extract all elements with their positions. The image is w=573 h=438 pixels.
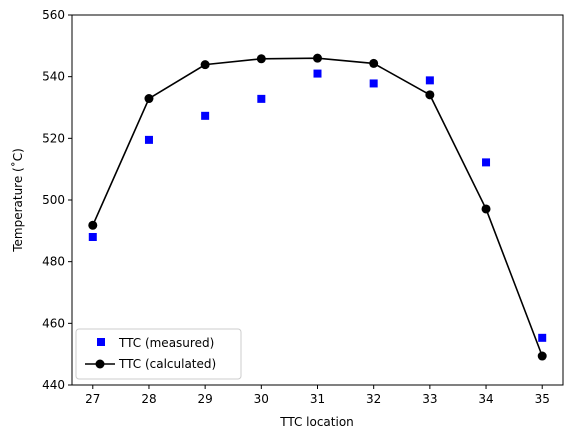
legend-marker-measured: [97, 338, 105, 346]
y-tick-label: 440: [42, 378, 65, 392]
data-point-calculated: [256, 54, 266, 64]
x-tick-label: 34: [478, 392, 493, 406]
x-tick-label: 32: [366, 392, 381, 406]
y-tick-label: 480: [42, 255, 65, 269]
x-axis-label: TTC location: [279, 415, 354, 429]
x-axis-ticks: 27 28 29 30 31 32 33 34 35: [85, 385, 550, 406]
y-axis-label: Temperature (˚C): [10, 148, 25, 253]
data-point-measured: [482, 158, 491, 167]
legend: TTC (measured) TTC (calculated): [75, 328, 242, 380]
data-point-measured: [369, 79, 378, 88]
data-point-measured: [144, 135, 153, 144]
series-layer: [88, 53, 547, 361]
data-point-calculated: [369, 58, 379, 68]
data-point-measured: [313, 69, 322, 78]
x-tick-label: 27: [85, 392, 100, 406]
y-tick-label: 560: [42, 8, 65, 22]
data-point-calculated: [200, 60, 210, 70]
y-axis-ticks: 440 460 480 500 520 540 560: [42, 8, 72, 392]
data-point-measured: [425, 76, 434, 85]
x-tick-label: 28: [141, 392, 156, 406]
data-point-calculated: [313, 53, 322, 63]
y-tick-label: 500: [42, 193, 65, 207]
data-point-calculated: [88, 220, 98, 230]
x-tick-label: 29: [198, 392, 213, 406]
y-tick-label: 540: [42, 70, 65, 84]
y-tick-label: 520: [42, 131, 65, 145]
legend-marker-calculated: [95, 359, 105, 369]
data-point-calculated: [144, 94, 154, 104]
data-point-measured: [257, 94, 266, 103]
data-point-measured: [88, 233, 97, 241]
data-point-measured: [538, 333, 547, 342]
legend-box: [75, 328, 242, 380]
legend-label-calculated: TTC (calculated): [118, 357, 216, 371]
x-tick-label: 30: [254, 392, 269, 406]
legend-label-measured: TTC (measured): [118, 336, 214, 350]
x-tick-label: 35: [535, 392, 550, 406]
data-point-measured: [201, 111, 210, 120]
data-point-calculated: [425, 90, 435, 100]
data-point-calculated: [481, 204, 491, 214]
x-tick-label: 31: [310, 392, 325, 406]
x-tick-label: 33: [422, 392, 437, 406]
y-tick-label: 460: [42, 316, 65, 330]
data-point-calculated: [537, 351, 547, 361]
